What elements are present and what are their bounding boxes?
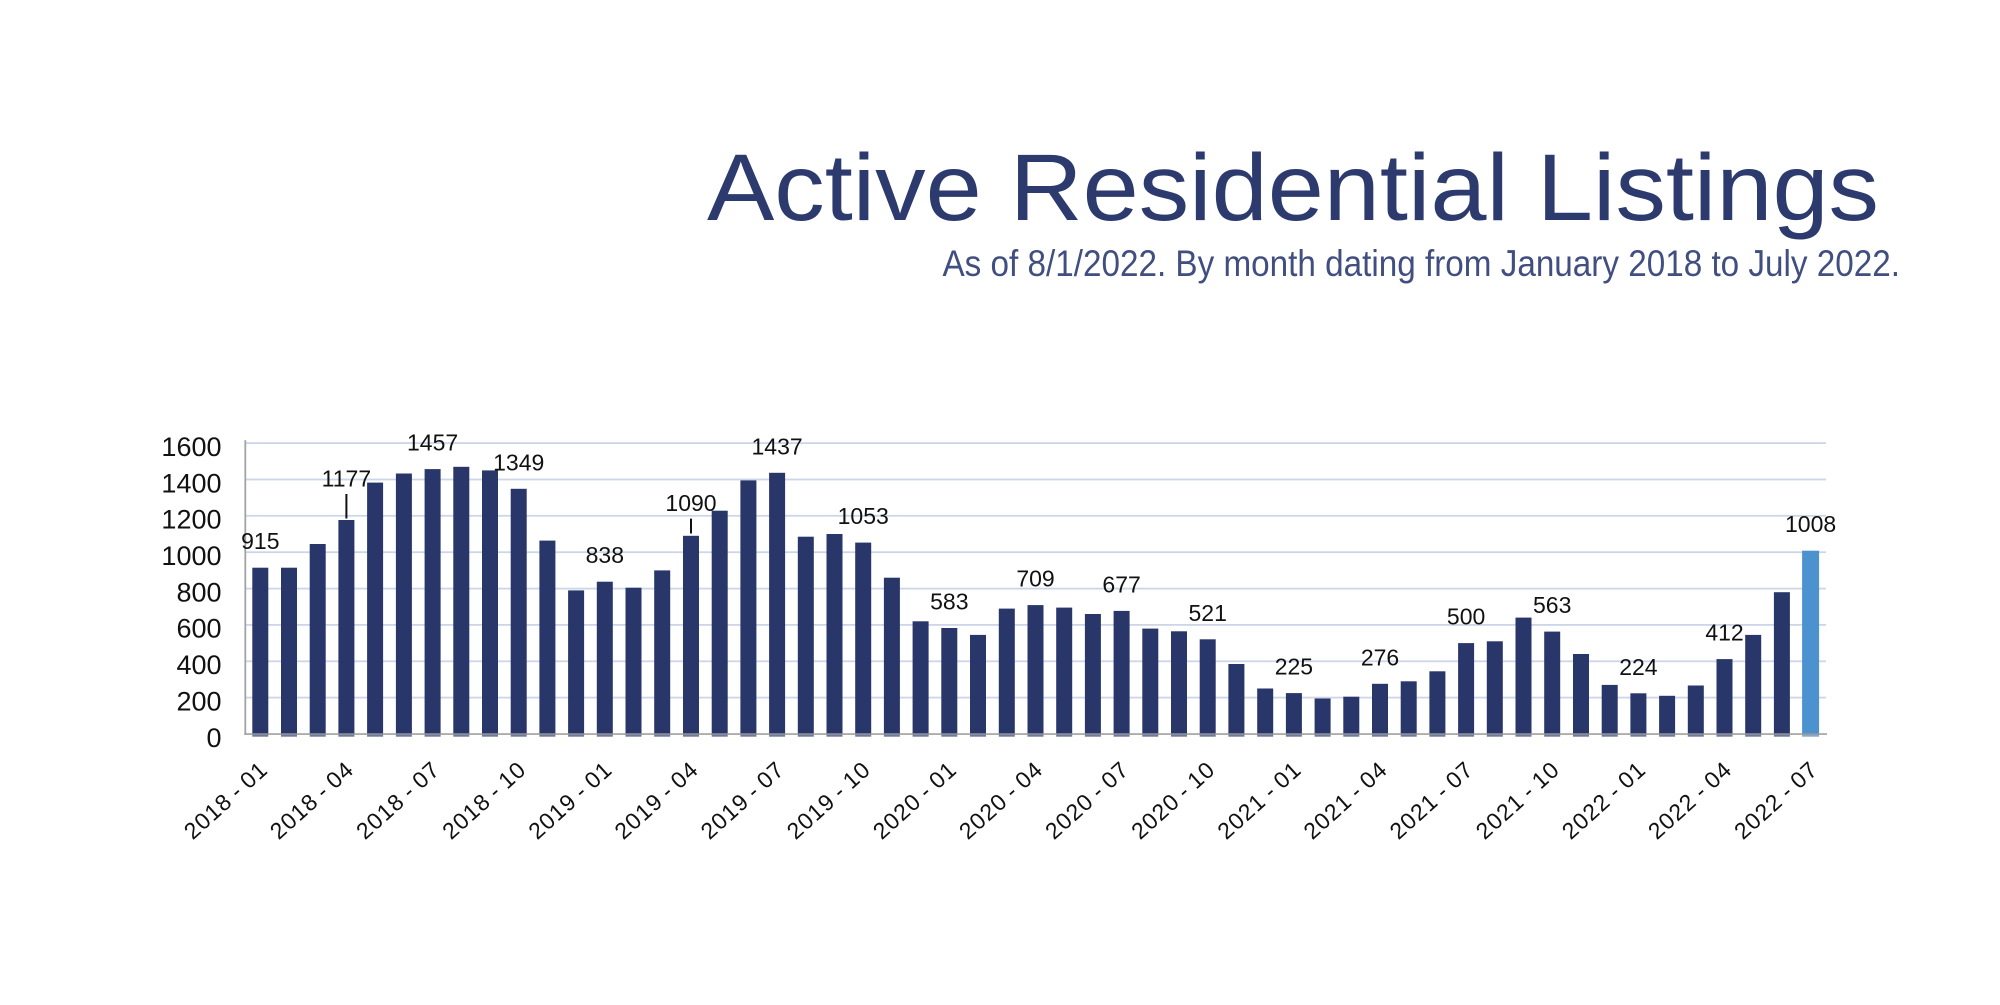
svg-text:412: 412	[1705, 620, 1743, 646]
svg-text:709: 709	[1016, 566, 1054, 592]
svg-text:1200: 1200	[161, 505, 221, 535]
svg-text:1090: 1090	[665, 490, 716, 516]
svg-text:583: 583	[930, 589, 968, 615]
svg-text:1437: 1437	[752, 433, 803, 459]
svg-text:500: 500	[1447, 604, 1485, 630]
svg-text:1457: 1457	[407, 430, 458, 456]
svg-text:1053: 1053	[838, 503, 889, 529]
svg-text:1349: 1349	[493, 449, 544, 475]
svg-text:1177: 1177	[322, 466, 371, 492]
svg-text:1008: 1008	[1785, 511, 1836, 537]
svg-text:200: 200	[176, 686, 221, 716]
svg-text:224: 224	[1619, 654, 1658, 680]
svg-text:521: 521	[1189, 600, 1227, 626]
svg-text:1000: 1000	[161, 541, 221, 571]
svg-text:276: 276	[1361, 644, 1399, 670]
svg-text:0: 0	[206, 723, 221, 753]
svg-text:600: 600	[176, 614, 221, 644]
svg-text:838: 838	[586, 542, 624, 568]
svg-text:225: 225	[1275, 654, 1313, 680]
svg-text:677: 677	[1102, 571, 1140, 597]
svg-text:1600: 1600	[161, 432, 221, 462]
svg-text:915: 915	[241, 528, 279, 554]
svg-text:800: 800	[176, 577, 221, 607]
svg-text:Active Residential Listings: Active Residential Listings	[707, 135, 1879, 241]
svg-text:As of 8/1/2022. By month datin: As of 8/1/2022. By month dating from Jan…	[943, 243, 1901, 284]
svg-text:1400: 1400	[161, 468, 221, 498]
svg-text:563: 563	[1533, 592, 1571, 618]
svg-text:400: 400	[176, 650, 221, 680]
